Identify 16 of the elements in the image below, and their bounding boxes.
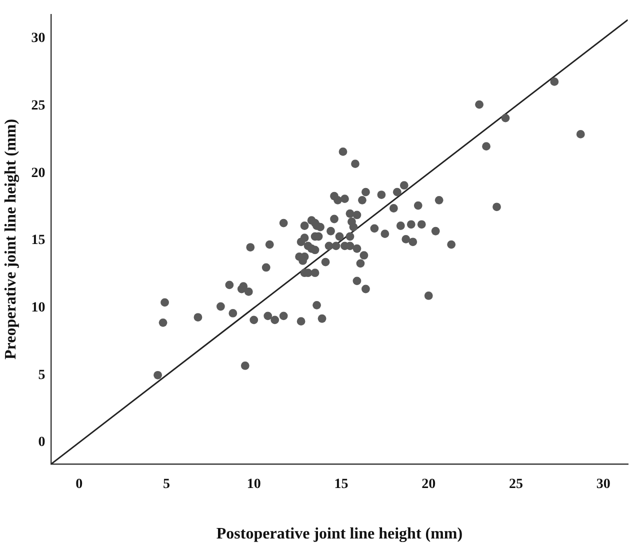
x-tick-label: 5 [163,477,170,492]
y-tick-label: 10 [31,300,46,316]
x-tick-label: 10 [246,477,261,492]
y-tick-label: 30 [31,31,46,46]
x-tick-label: 0 [76,477,83,492]
y-tick-label: 5 [38,368,46,383]
x-tick-label: 15 [334,477,348,492]
x-tick-label: 30 [596,477,610,492]
y-tick-label: 25 [31,98,46,114]
x-tick-label: 20 [422,477,436,492]
y-tick-label: 15 [31,233,46,248]
y-axis-title: Preoperative joint line height (mm) [2,118,20,360]
x-tick-label: 25 [508,477,523,492]
y-tick-label: 20 [31,166,46,181]
x-axis-title: Postoperative joint line height (mm) [216,526,463,543]
y-tick-label: 0 [38,435,46,450]
